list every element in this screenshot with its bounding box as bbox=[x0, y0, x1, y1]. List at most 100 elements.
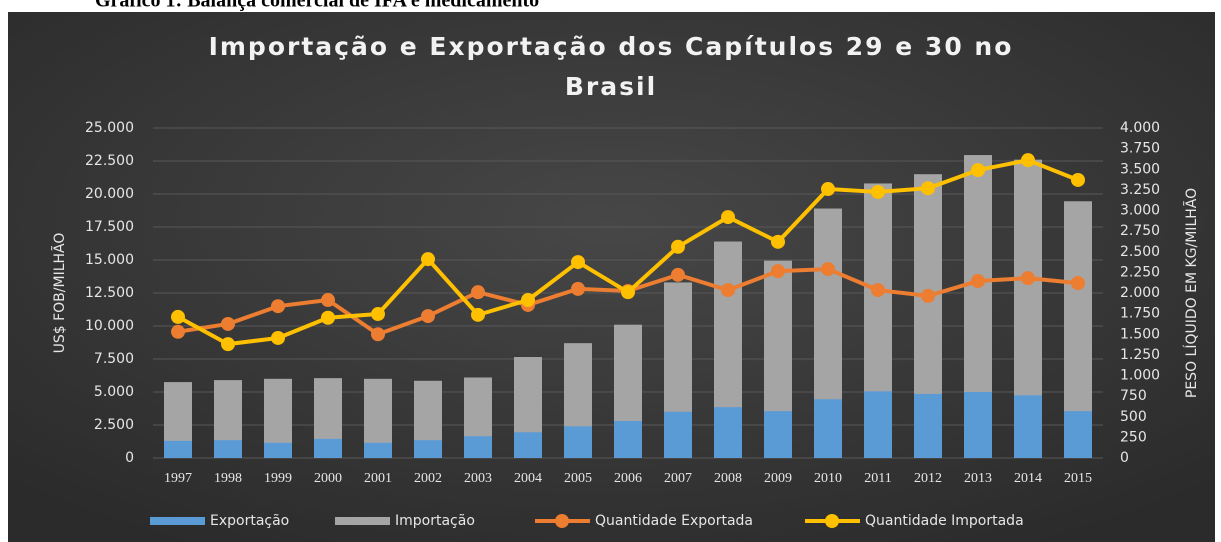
bar bbox=[364, 442, 392, 458]
line-marker bbox=[421, 252, 435, 267]
line-marker bbox=[571, 255, 585, 270]
y2-tick-label: 2.750 bbox=[1120, 223, 1160, 239]
legend-label: Importação bbox=[395, 513, 475, 529]
legend-swatch bbox=[825, 514, 839, 528]
y2-tick-label: 1.750 bbox=[1120, 306, 1160, 322]
bar bbox=[264, 442, 292, 458]
bar bbox=[714, 407, 742, 458]
line-marker bbox=[321, 310, 335, 325]
bar bbox=[914, 393, 942, 458]
bar bbox=[664, 411, 692, 458]
bar bbox=[414, 440, 442, 458]
y-tick-label: 10.000 bbox=[85, 318, 134, 334]
x-tick-label: 2005 bbox=[564, 471, 592, 486]
line-marker bbox=[421, 309, 435, 324]
line-marker bbox=[771, 234, 785, 249]
y2-tick-label: 3.500 bbox=[1120, 161, 1160, 177]
legend-label: Quantidade Importada bbox=[865, 513, 1024, 529]
x-tick-label: 2001 bbox=[364, 471, 392, 486]
line-marker bbox=[871, 283, 885, 298]
y2-tick-label: 1.250 bbox=[1120, 347, 1160, 363]
line-marker bbox=[471, 285, 485, 300]
bar bbox=[564, 426, 592, 458]
y2-tick-label: 3.750 bbox=[1120, 141, 1160, 157]
line-marker bbox=[321, 293, 335, 308]
y2-tick-label: 750 bbox=[1120, 388, 1147, 404]
line-marker bbox=[471, 307, 485, 322]
y2-tick-label: 250 bbox=[1120, 429, 1147, 445]
line-marker bbox=[921, 288, 935, 303]
bar bbox=[614, 421, 642, 458]
y2-axis-label: PESO LÍQUIDO EM KG/MILHÃO bbox=[1183, 188, 1200, 398]
line-marker bbox=[621, 285, 635, 300]
legend-label: Exportação bbox=[210, 513, 289, 529]
y-tick-label: 12.500 bbox=[85, 285, 134, 301]
x-tick-label: 2007 bbox=[664, 471, 692, 486]
x-tick-label: 2006 bbox=[614, 471, 642, 486]
line-marker bbox=[271, 299, 285, 314]
y-tick-label: 5.000 bbox=[94, 384, 134, 400]
y2-tick-label: 4.000 bbox=[1120, 120, 1160, 136]
y-tick-label: 25.000 bbox=[85, 120, 134, 136]
y2-tick-label: 1.500 bbox=[1120, 326, 1160, 342]
x-tick-label: 2003 bbox=[464, 471, 492, 486]
line-marker bbox=[371, 307, 385, 322]
x-tick-label: 2002 bbox=[414, 471, 442, 486]
x-tick-label: 1997 bbox=[164, 471, 192, 486]
line-marker bbox=[671, 267, 685, 282]
line-marker bbox=[1021, 271, 1035, 286]
y-tick-label: 0 bbox=[125, 450, 134, 466]
y2-tick-label: 1.000 bbox=[1120, 368, 1160, 384]
bar bbox=[164, 440, 192, 458]
chart-title: Importação e Exportação dos Capítulos 29… bbox=[209, 32, 1014, 61]
y2-tick-label: 3.000 bbox=[1120, 203, 1160, 219]
bar bbox=[314, 438, 342, 458]
line-marker bbox=[871, 184, 885, 199]
x-tick-label: 1999 bbox=[264, 471, 292, 486]
line-marker bbox=[1071, 276, 1085, 291]
y-tick-label: 2.500 bbox=[94, 417, 134, 433]
bar bbox=[864, 391, 892, 458]
line-marker bbox=[771, 264, 785, 279]
legend-swatch bbox=[150, 517, 205, 525]
x-tick-label: 2012 bbox=[914, 471, 942, 486]
line-marker bbox=[971, 163, 985, 178]
chart-title: Brasil bbox=[565, 72, 657, 101]
line-marker bbox=[971, 274, 985, 289]
caption: Gráfico 1: Balança comercial de IFA e me… bbox=[95, 0, 539, 12]
line-marker bbox=[571, 281, 585, 296]
line-marker bbox=[1021, 153, 1035, 168]
bar bbox=[464, 436, 492, 458]
y2-tick-label: 500 bbox=[1120, 409, 1147, 425]
line-marker bbox=[221, 337, 235, 352]
line-marker bbox=[171, 309, 185, 324]
bar bbox=[1064, 411, 1092, 458]
y2-tick-label: 2.000 bbox=[1120, 285, 1160, 301]
line-marker bbox=[721, 283, 735, 298]
y-tick-label: 17.500 bbox=[85, 219, 134, 235]
y2-tick-label: 2.250 bbox=[1120, 264, 1160, 280]
legend-swatch bbox=[335, 517, 390, 525]
bar bbox=[1014, 395, 1042, 458]
y-tick-label: 20.000 bbox=[85, 186, 134, 202]
x-tick-label: 2013 bbox=[964, 471, 992, 486]
legend-swatch bbox=[555, 514, 569, 528]
legend-label: Quantidade Exportada bbox=[595, 513, 753, 529]
line-marker bbox=[371, 327, 385, 342]
y2-tick-label: 0 bbox=[1120, 450, 1129, 466]
line-marker bbox=[821, 182, 835, 197]
x-tick-label: 2015 bbox=[1064, 471, 1092, 486]
line-marker bbox=[271, 330, 285, 345]
line-marker bbox=[721, 210, 735, 225]
x-tick-label: 2010 bbox=[814, 471, 842, 486]
x-tick-label: 2004 bbox=[514, 471, 542, 486]
bar bbox=[214, 440, 242, 458]
y-tick-label: 7.500 bbox=[94, 351, 134, 367]
line-marker bbox=[1071, 172, 1085, 187]
x-tick-label: 2011 bbox=[864, 471, 891, 486]
bar bbox=[764, 411, 792, 458]
line-marker bbox=[171, 324, 185, 339]
bar bbox=[814, 399, 842, 458]
y-tick-label: 15.000 bbox=[85, 252, 134, 268]
